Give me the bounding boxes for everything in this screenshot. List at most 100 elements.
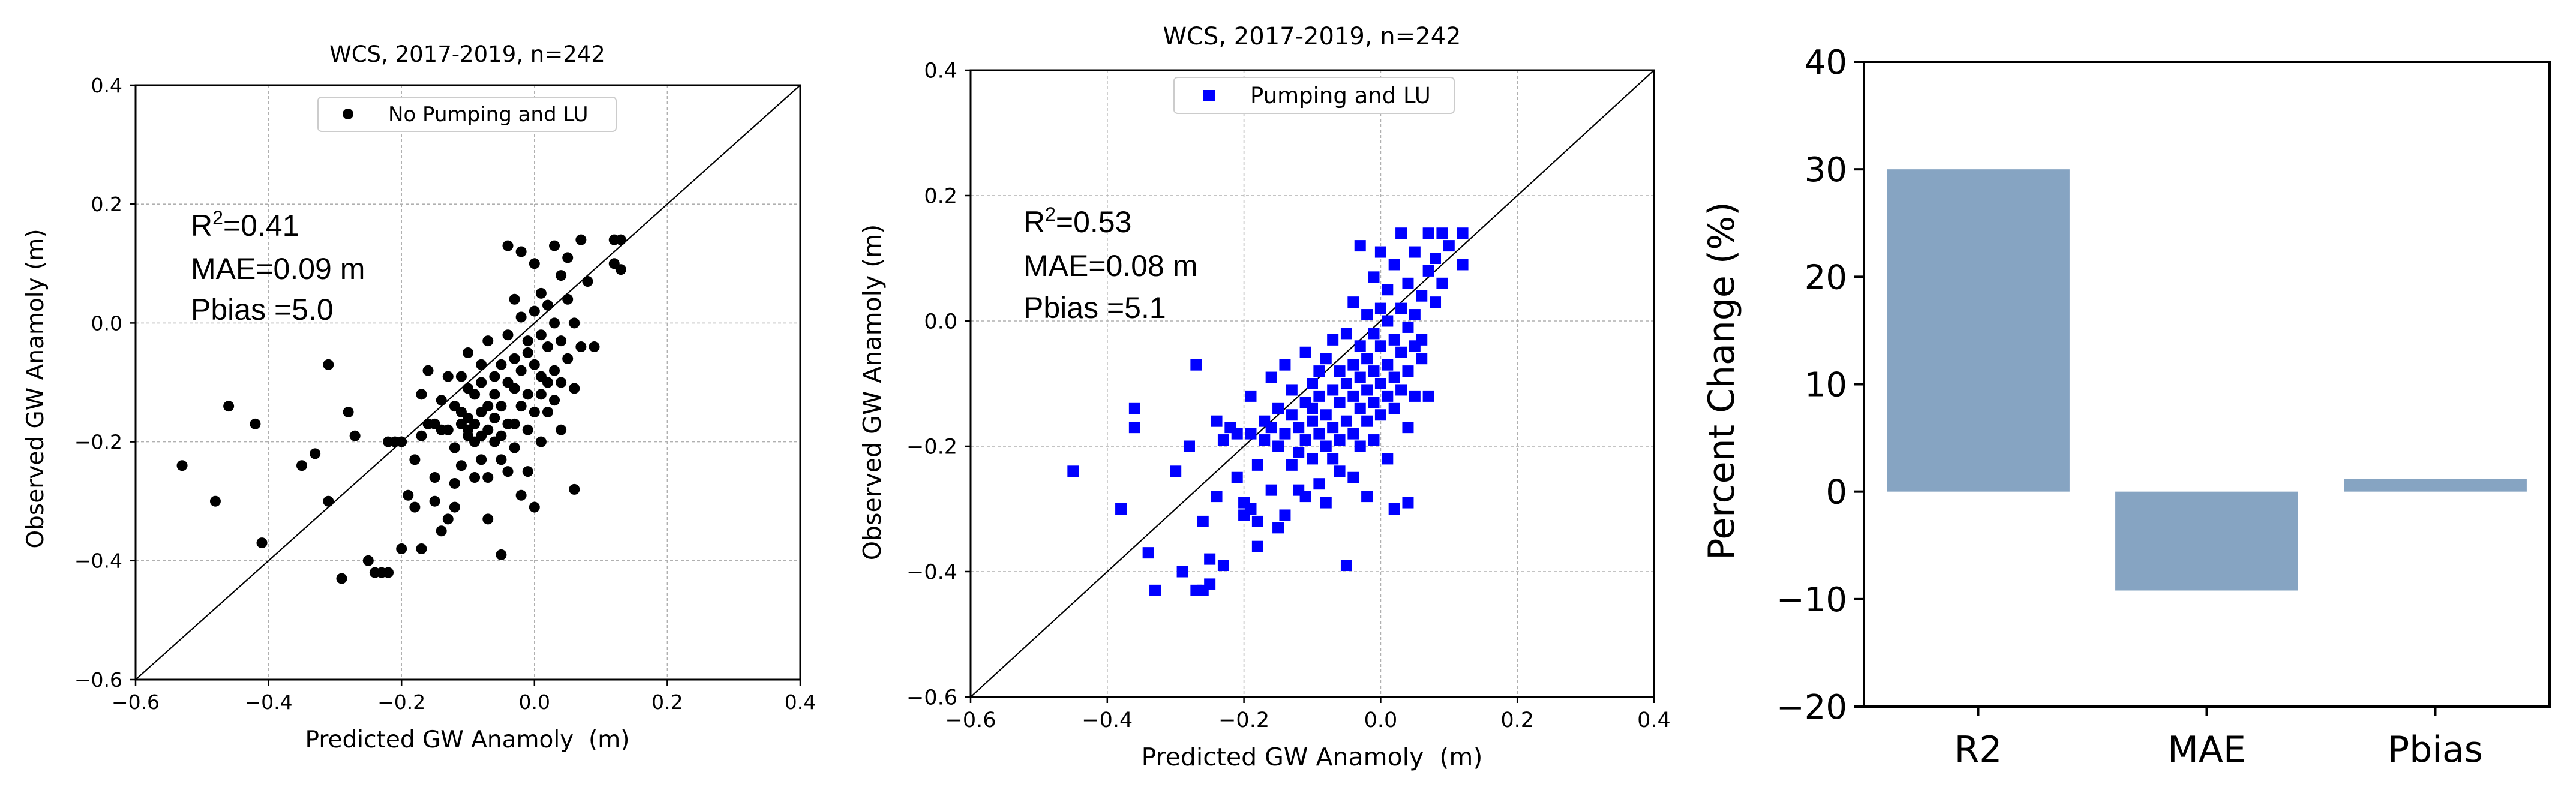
data-point xyxy=(1265,422,1277,434)
data-point xyxy=(1211,491,1223,503)
y-tick-label: 40 xyxy=(1805,43,1847,82)
data-point xyxy=(1307,415,1318,427)
y-axis-label: Observed GW Anamoly (m) xyxy=(22,229,49,548)
data-point xyxy=(442,513,454,525)
data-point xyxy=(1347,471,1359,483)
data-point xyxy=(442,424,454,435)
r2-stat: R2=0.53 xyxy=(1023,203,1131,239)
data-point xyxy=(1334,434,1346,446)
data-point xyxy=(1115,503,1127,515)
data-point xyxy=(1204,578,1216,590)
data-point xyxy=(1279,359,1291,371)
data-point xyxy=(535,287,547,299)
data-point xyxy=(1128,402,1140,414)
r2-stat: R2=0.41 xyxy=(191,207,299,242)
x-tick-label: R2 xyxy=(1954,729,2002,771)
y-tick-label: 30 xyxy=(1805,151,1847,190)
data-point xyxy=(1259,434,1271,446)
data-point xyxy=(1354,340,1366,352)
data-point xyxy=(556,335,567,347)
data-point xyxy=(1251,540,1263,552)
data-point xyxy=(1307,402,1318,414)
data-point xyxy=(496,359,507,370)
data-point xyxy=(529,501,540,513)
data-point xyxy=(1265,484,1277,496)
data-point xyxy=(542,341,553,353)
data-point xyxy=(496,430,507,441)
data-point xyxy=(1217,434,1229,446)
data-point xyxy=(542,377,553,388)
legend-box xyxy=(1173,77,1455,114)
data-point xyxy=(429,472,440,483)
data-point xyxy=(515,401,527,412)
data-point xyxy=(569,317,580,329)
data-point xyxy=(449,477,460,489)
chart-title: WCS, 2017-2019, n=242 xyxy=(329,41,605,67)
data-point xyxy=(1211,415,1223,427)
r2-label: R xyxy=(1023,205,1045,239)
scatter-panel-pumping: WCS, 2017-2019, n=242 −0.6−0.6−0.4−0.4−0… xyxy=(858,23,1671,771)
data-point xyxy=(1374,409,1386,421)
data-point xyxy=(569,483,580,495)
data-point xyxy=(515,311,527,323)
data-point xyxy=(1388,334,1400,346)
stats-annotation: R2=0.41 MAE=0.09 m Pbias =5.0 xyxy=(191,207,365,326)
data-point xyxy=(1327,422,1339,434)
data-point xyxy=(1299,346,1311,358)
data-point xyxy=(1307,453,1318,465)
x-tick-label: −0.2 xyxy=(377,690,425,714)
data-point xyxy=(1299,434,1311,446)
data-point xyxy=(1307,378,1318,389)
x-tick-label: −0.6 xyxy=(945,708,996,732)
y-tick-label: 0.4 xyxy=(91,74,122,97)
data-point xyxy=(1361,415,1373,427)
data-point xyxy=(1334,465,1346,477)
data-point xyxy=(1416,353,1428,365)
y-tick-label: 20 xyxy=(1805,258,1847,297)
data-point xyxy=(1347,428,1359,440)
x-tick-label: 0.0 xyxy=(519,690,550,714)
data-point xyxy=(1340,328,1352,340)
data-point xyxy=(476,377,487,388)
y-tick-label: 0.0 xyxy=(924,310,957,334)
data-point xyxy=(1293,446,1305,458)
data-point xyxy=(1272,522,1284,534)
data-point xyxy=(496,454,507,465)
data-point xyxy=(1457,227,1469,239)
data-point xyxy=(482,335,494,347)
data-point xyxy=(1430,253,1442,264)
data-point xyxy=(562,353,574,364)
data-point xyxy=(1368,434,1380,446)
data-point xyxy=(1354,371,1366,383)
data-point xyxy=(256,537,268,549)
x-tick-label: 0.0 xyxy=(1364,708,1398,732)
data-point xyxy=(1402,422,1414,434)
data-point xyxy=(615,234,626,245)
scatter-panel-no-pumping: WCS, 2017-2019, n=242 −0.6−0.6−0.4−0.4−0… xyxy=(22,41,816,753)
data-point xyxy=(1409,246,1421,258)
data-point xyxy=(1402,277,1414,289)
data-point xyxy=(1409,390,1421,402)
data-point xyxy=(1388,503,1400,515)
y-tick-label: 0.2 xyxy=(91,193,122,216)
axis-ticks: −0.6−0.6 −0.4 −0.4 −0.2 −0.2 0.0 0.0 0.2 0.2 0.4 0… xyxy=(74,74,816,714)
data-point xyxy=(529,305,540,317)
data-point xyxy=(442,371,454,382)
data-point xyxy=(1388,371,1400,383)
data-point xyxy=(535,389,547,400)
data-point xyxy=(323,495,334,507)
data-point xyxy=(509,353,520,364)
data-point xyxy=(250,418,261,429)
data-point xyxy=(1368,328,1380,340)
data-point xyxy=(383,567,394,578)
data-point xyxy=(556,377,567,388)
data-points xyxy=(1067,227,1469,596)
data-point xyxy=(582,276,593,287)
y-tick-label: 0.0 xyxy=(91,311,122,335)
data-point xyxy=(1245,390,1257,402)
data-point xyxy=(1368,365,1380,377)
data-point xyxy=(1128,422,1140,434)
x-tick-label: 0.4 xyxy=(785,690,816,714)
data-point xyxy=(1067,465,1079,477)
data-point xyxy=(1320,353,1332,365)
